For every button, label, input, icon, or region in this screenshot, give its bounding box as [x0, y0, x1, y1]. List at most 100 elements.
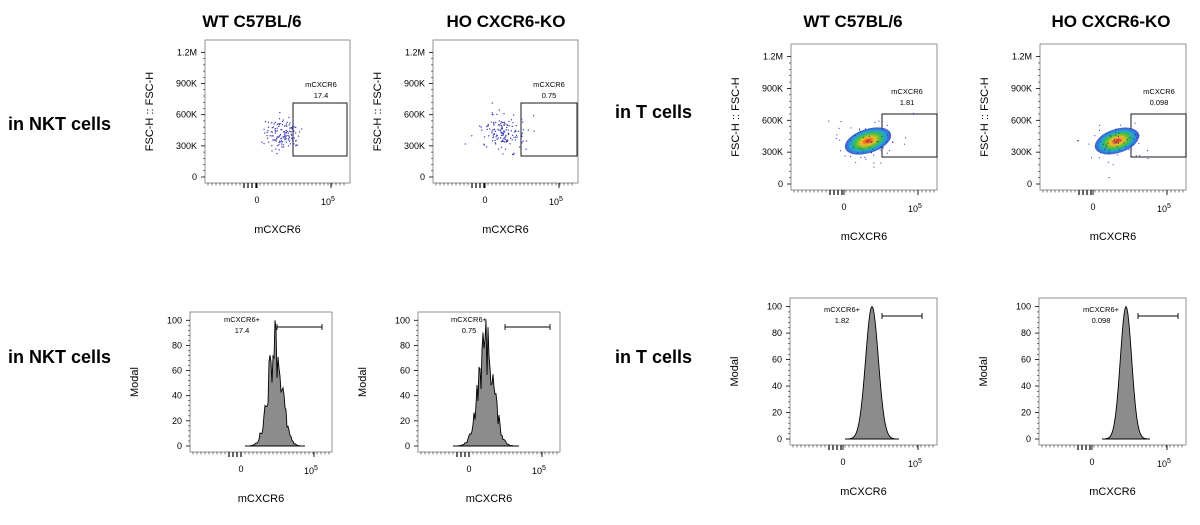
- y-tick-label: 60: [1021, 355, 1031, 365]
- event-dot: [281, 129, 283, 131]
- event-dot: [284, 137, 287, 139]
- event-dot: [271, 122, 273, 124]
- x-tick-label: 0: [254, 195, 259, 205]
- event-dot: [502, 132, 504, 134]
- event-dot: [1138, 143, 1140, 145]
- event-dot: [293, 137, 295, 139]
- event-dot: [291, 139, 294, 141]
- event-dot: [1134, 133, 1136, 135]
- event-dot: [1106, 144, 1108, 146]
- event-dot: [279, 140, 281, 142]
- event-dot: [500, 140, 502, 143]
- event-dot: [527, 129, 529, 131]
- event-dot: [502, 134, 504, 136]
- event-dot: [283, 125, 286, 127]
- event-dot: [506, 124, 508, 126]
- event-dot: [877, 140, 879, 142]
- event-dot: [502, 140, 504, 142]
- event-dot: [500, 121, 502, 123]
- event-dot: [500, 137, 502, 139]
- event-dot: [497, 124, 500, 126]
- event-dot: [483, 143, 485, 145]
- event-dot: [496, 135, 498, 137]
- event-dot: [282, 144, 284, 146]
- y-tick-label: 100: [1016, 302, 1031, 312]
- event-dot: [290, 133, 292, 136]
- event-dot: [522, 121, 524, 123]
- y-tick-label: 900K: [404, 79, 425, 89]
- y-tick-label: 900K: [1011, 83, 1032, 93]
- event-dot: [1133, 144, 1135, 146]
- column-title-t-ko: HO CXCR6-KO: [1051, 12, 1171, 31]
- event-dot: [525, 148, 527, 150]
- event-dot: [865, 158, 867, 160]
- event-dot: [263, 143, 265, 145]
- event-dot: [871, 141, 873, 143]
- event-dot: [292, 137, 294, 139]
- event-dot: [496, 113, 498, 115]
- event-dot: [500, 134, 503, 137]
- event-dot: [1136, 137, 1138, 139]
- event-dot: [874, 121, 876, 123]
- gate-name: mCXCR6: [891, 87, 923, 96]
- event-dot: [486, 125, 488, 128]
- event-dot: [1099, 124, 1101, 126]
- event-dot: [869, 135, 871, 137]
- event-dot: [293, 143, 295, 145]
- y-axis-label: FSC-H :: FSC-H: [979, 77, 991, 156]
- x-axis-label: mCXCR6: [254, 224, 300, 236]
- event-dot: [266, 135, 268, 137]
- y-axis-label: Modal: [357, 367, 369, 397]
- x-tick-label: 105: [549, 196, 563, 207]
- y-axis-label: Modal: [729, 357, 741, 387]
- event-dot: [835, 137, 837, 139]
- event-dot: [501, 132, 503, 135]
- event-dot: [275, 139, 277, 141]
- column-title-t-wt: WT C57BL/6: [803, 12, 903, 31]
- event-dot: [268, 141, 270, 143]
- event-dot: [285, 123, 287, 125]
- event-dot: [520, 132, 522, 135]
- event-dot: [1110, 136, 1112, 138]
- event-dot: [507, 129, 509, 131]
- event-dot: [520, 134, 523, 136]
- event-dot: [1094, 135, 1096, 137]
- event-dot: [494, 142, 496, 144]
- gate-value: 1.81: [900, 98, 915, 107]
- y-tick-label: 40: [1021, 381, 1031, 391]
- event-dot: [501, 126, 503, 128]
- event-dot: [280, 140, 283, 142]
- event-dot: [489, 128, 491, 130]
- event-dot: [513, 131, 516, 133]
- event-dot: [261, 141, 263, 143]
- event-dot: [491, 140, 494, 142]
- event-dot: [283, 137, 286, 139]
- event-dot: [1117, 138, 1119, 140]
- event-dot: [295, 132, 297, 134]
- event-dot: [873, 154, 875, 156]
- event-dot: [505, 141, 507, 143]
- x-tick-label: 0: [1090, 202, 1095, 212]
- event-dot: [487, 123, 489, 126]
- event-dot: [513, 136, 515, 138]
- event-dot: [508, 125, 510, 127]
- event-dot: [492, 136, 494, 139]
- event-dot: [850, 156, 852, 158]
- event-dot: [886, 140, 888, 142]
- event-dot: [515, 136, 517, 138]
- event-dot: [289, 140, 291, 142]
- event-dot: [275, 130, 277, 133]
- event-dot: [1099, 129, 1101, 131]
- event-dot: [872, 148, 874, 150]
- event-dot: [1146, 150, 1148, 152]
- event-dot: [1104, 149, 1106, 151]
- event-dot: [506, 126, 508, 129]
- y-tick-label: 60: [400, 366, 410, 376]
- event-dot: [512, 114, 515, 116]
- event-dot: [291, 134, 293, 136]
- event-dot: [287, 145, 290, 147]
- row-label-nkt-scatter: in NKT cells: [8, 114, 112, 134]
- event-dot: [519, 146, 521, 148]
- event-dot: [873, 162, 875, 164]
